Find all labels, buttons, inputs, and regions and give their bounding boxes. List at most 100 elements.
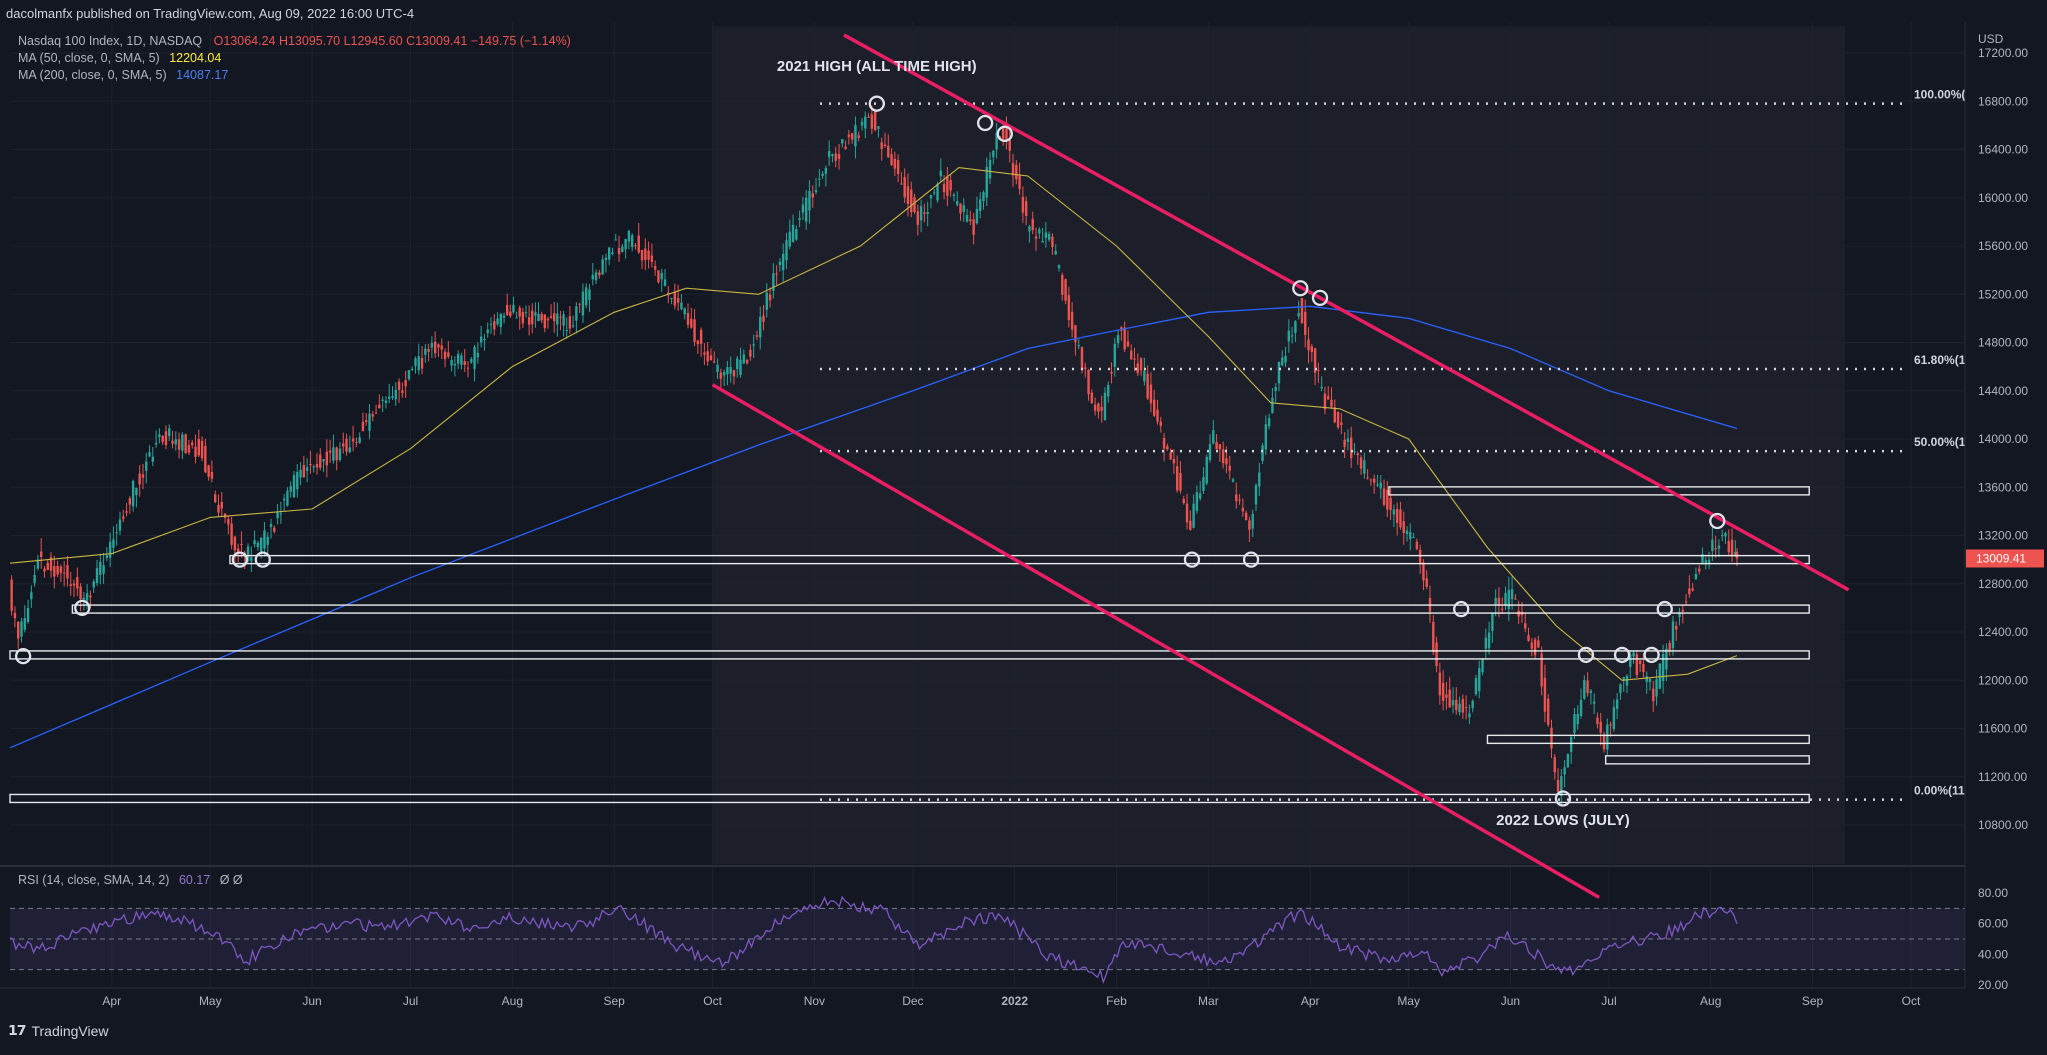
rsi-axis-label: 60.00 xyxy=(1978,917,2008,931)
candle-body xyxy=(647,250,650,260)
candle-body xyxy=(1441,682,1445,701)
candle-body xyxy=(1543,677,1547,712)
candle-body xyxy=(1067,295,1071,321)
candle-body xyxy=(263,530,266,549)
touch-point-circle xyxy=(1554,790,1572,807)
candle-body xyxy=(319,454,322,468)
rsi-line xyxy=(9,895,1738,984)
candle-body xyxy=(1675,625,1678,630)
rsi-label[interactable]: RSI (14, close, SMA, 14, 2) xyxy=(18,873,170,887)
candle-body xyxy=(1566,753,1570,768)
candle-body xyxy=(355,442,358,444)
candle-body xyxy=(1310,346,1314,352)
candle-body xyxy=(158,434,161,438)
candle-body xyxy=(236,548,240,553)
candle-body xyxy=(1064,279,1067,301)
ma200-legend-row: MA (200, close, 0, SMA, 5) 14087.17 xyxy=(18,68,228,82)
ma200-line xyxy=(9,305,1738,749)
candle-body xyxy=(443,351,447,360)
candle-body xyxy=(456,354,460,364)
ma200-label[interactable]: MA (200, close, 0, SMA, 5) xyxy=(18,68,167,82)
candle-body xyxy=(1474,678,1478,695)
candle-body xyxy=(844,146,847,150)
candle-body xyxy=(1422,562,1425,581)
candle-body xyxy=(276,512,279,519)
candle-body xyxy=(171,440,174,444)
candle-body xyxy=(680,302,683,310)
x-tick-label: Apr xyxy=(102,994,121,1008)
candle-body xyxy=(1097,403,1100,412)
symbol-title[interactable]: Nasdaq 100 Index, 1D, NASDAQ xyxy=(18,34,203,48)
candle-body xyxy=(601,259,604,275)
candle-body xyxy=(1166,446,1169,450)
candle-body xyxy=(537,313,540,321)
candle-body xyxy=(1038,229,1041,234)
candle-body xyxy=(1277,361,1281,384)
candle-body xyxy=(89,595,92,598)
candle-body xyxy=(1648,679,1652,683)
candle-body xyxy=(1126,341,1130,347)
candle-body xyxy=(1573,714,1576,733)
candle-body xyxy=(131,481,135,507)
candle-body xyxy=(624,238,627,250)
candle-body xyxy=(1169,452,1172,460)
candle-body xyxy=(1225,458,1228,465)
candle-body xyxy=(1435,642,1438,667)
candle-body xyxy=(1547,698,1550,725)
candle-body xyxy=(417,356,420,371)
candle-body xyxy=(59,566,63,573)
candle-body xyxy=(1001,128,1005,139)
candle-body xyxy=(1070,311,1074,330)
candle-body xyxy=(571,325,575,327)
tradingview-footer[interactable]: 𝟭𝟳 TradingView xyxy=(8,1022,109,1039)
candle-body xyxy=(621,246,624,253)
candle-body xyxy=(466,367,470,369)
candle-body xyxy=(1054,251,1057,255)
fib-level-label: 61.80%(14 xyxy=(1914,353,1972,367)
candle-body xyxy=(1415,541,1419,550)
candle-body xyxy=(821,173,824,176)
candle-body xyxy=(135,487,138,496)
candle-body xyxy=(594,272,598,281)
candle-body xyxy=(1537,640,1540,648)
candle-body xyxy=(549,316,553,319)
candle-body xyxy=(1527,635,1530,642)
candle-body xyxy=(1392,509,1396,515)
candle-body xyxy=(808,190,811,211)
candle-body xyxy=(1323,393,1327,410)
candle-body xyxy=(460,355,463,365)
candle-body xyxy=(168,428,171,437)
x-tick-label: Jul xyxy=(1601,994,1616,1008)
candle-body xyxy=(1061,274,1064,295)
candle-body xyxy=(1028,226,1031,232)
candle-body xyxy=(1606,724,1609,750)
candle-body xyxy=(559,316,562,318)
rsi-axis-label: 40.00 xyxy=(1978,947,2008,961)
x-tick-label: Feb xyxy=(1106,994,1127,1008)
ma50-line xyxy=(9,167,1738,681)
candle-body xyxy=(351,438,355,442)
ma50-label[interactable]: MA (50, close, 0, SMA, 5) xyxy=(18,51,160,65)
touch-point-circle xyxy=(1292,280,1309,297)
candle-body xyxy=(611,252,614,255)
candle-body xyxy=(447,352,450,357)
candle-body xyxy=(256,542,260,547)
candle-body xyxy=(1113,343,1117,367)
candle-body xyxy=(962,205,965,212)
candle-body xyxy=(857,135,860,138)
candle-body xyxy=(470,359,473,363)
candle-body xyxy=(1711,539,1714,551)
candle-body xyxy=(1412,537,1415,539)
x-tick-label: May xyxy=(1397,994,1420,1008)
candle-body xyxy=(259,537,263,553)
candle-body xyxy=(1235,494,1238,502)
x-tick-label: Jul xyxy=(403,994,418,1008)
candle-body xyxy=(85,593,89,601)
candle-body xyxy=(969,219,972,222)
candle-body xyxy=(1205,456,1208,484)
y-tick-label: 16400.00 xyxy=(1978,143,2028,157)
candle-body xyxy=(1609,724,1612,726)
candle-body xyxy=(1192,503,1195,528)
